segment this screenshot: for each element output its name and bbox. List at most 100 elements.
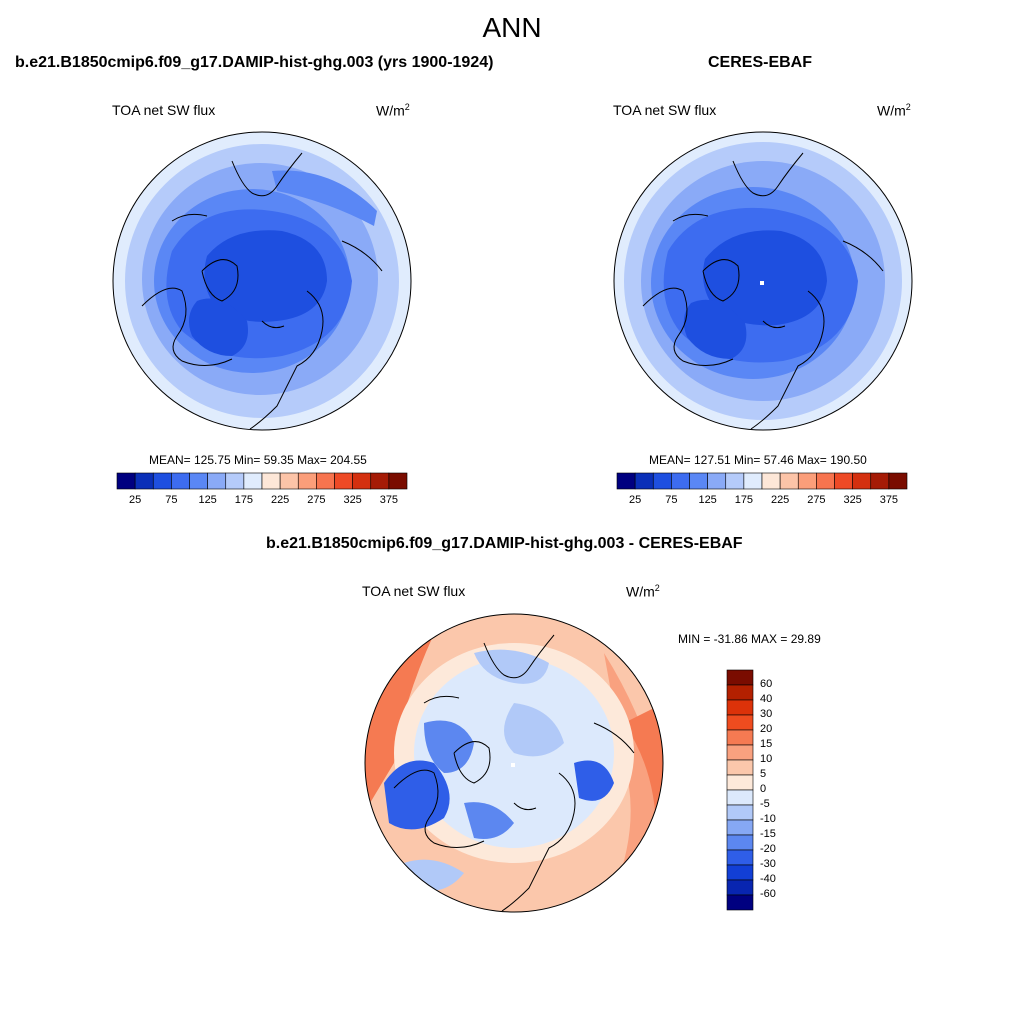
- colorbar-swatch: [726, 894, 754, 911]
- colorbar-tick-label: 175: [234, 494, 254, 506]
- colorbar-swatch: [870, 472, 890, 490]
- panel-1-stats: MEAN= 125.75 Min= 59.35 Max= 204.55: [149, 453, 367, 467]
- colorbar-tick-label: 325: [343, 494, 362, 506]
- colorbar-swatch: [189, 472, 208, 490]
- page-title: ANN: [482, 12, 542, 43]
- colorbar-tick-label: 5: [760, 768, 767, 780]
- colorbar-tick-label: 25: [629, 494, 642, 506]
- colorbar-swatch: [726, 729, 754, 746]
- colorbar-swatch: [726, 714, 754, 731]
- colorbar-swatch: [671, 472, 690, 490]
- colorbar-swatch: [388, 472, 408, 490]
- panel-2-stats: MEAN= 127.51 Min= 57.46 Max= 190.50: [649, 453, 867, 467]
- colorbar-swatch: [726, 864, 754, 881]
- colorbar-swatch: [797, 472, 817, 490]
- panel-3-colorbar-labels: 60 40 30 20 15 10 5 0 -5 -10 -15 -20 -30 -40 -60: [758, 670, 798, 910]
- panel-1-units: W/m2: [376, 102, 410, 119]
- colorbar-tick-label: 10: [760, 753, 773, 765]
- colorbar-swatch: [834, 472, 853, 490]
- colorbar-tick-label: 125: [698, 494, 717, 506]
- colorbar-swatch: [726, 699, 754, 716]
- colorbar-swatch: [297, 472, 317, 490]
- panel-3-units: W/m2: [626, 583, 660, 600]
- colorbar-tick-label: 25: [129, 494, 142, 506]
- colorbar-swatch: [726, 849, 754, 866]
- colorbar-swatch: [352, 472, 372, 490]
- panel-3-title: b.e21.B1850cmip6.f09_g17.DAMIP-hist-ghg.…: [266, 535, 743, 552]
- colorbar-tick-label: 20: [760, 723, 773, 735]
- colorbar-tick-label: 175: [734, 494, 754, 506]
- panel-1-polar-map: [112, 131, 412, 431]
- colorbar-swatch: [171, 472, 190, 490]
- colorbar-tick-label: -15: [760, 828, 776, 840]
- colorbar-swatch: [316, 472, 335, 490]
- colorbar-tick-label: 40: [760, 693, 773, 705]
- colorbar-swatch: [370, 472, 390, 490]
- colorbar-tick-label: 275: [307, 494, 326, 506]
- colorbar-swatch: [243, 472, 263, 490]
- colorbar-swatch: [726, 879, 754, 896]
- panel-2-variable-label: TOA net SW flux: [613, 102, 717, 118]
- colorbar-tick-label: 325: [843, 494, 862, 506]
- colorbar-swatch: [652, 472, 672, 490]
- colorbar-swatch: [779, 472, 799, 490]
- colorbar-swatch: [707, 472, 727, 490]
- colorbar-swatch: [152, 472, 172, 490]
- panel-3-variable-label: TOA net SW flux: [362, 583, 466, 599]
- panel-1-variable-label: TOA net SW flux: [112, 102, 216, 118]
- colorbar-tick-label: 60: [760, 678, 773, 690]
- colorbar-tick-label: -40: [760, 873, 776, 885]
- colorbar-swatch: [279, 472, 299, 490]
- colorbar-swatch: [726, 789, 754, 806]
- colorbar-swatch: [743, 472, 763, 490]
- colorbar-tick-label: 225: [270, 494, 290, 506]
- colorbar-tick-label: -5: [760, 798, 770, 810]
- panel-2-colorbar: [616, 472, 908, 490]
- colorbar-swatch: [726, 669, 754, 686]
- colorbar-swatch: [225, 472, 245, 490]
- panel-3-stats: MIN = -31.86 MAX = 29.89: [678, 632, 821, 646]
- panel-2-title: CERES-EBAF: [708, 54, 813, 71]
- colorbar-tick-label: -60: [760, 888, 776, 900]
- colorbar-tick-label: 375: [879, 494, 899, 506]
- panel-2-colorbar-labels: 25 75 125 175 225 275 325 375: [617, 494, 907, 508]
- panel-1-colorbar-labels: 25 75 125 175 225 275 325 375: [117, 494, 407, 508]
- colorbar-swatch: [726, 834, 754, 851]
- colorbar-swatch: [689, 472, 708, 490]
- colorbar-tick-label: -20: [760, 843, 776, 855]
- colorbar-swatch: [816, 472, 835, 490]
- colorbar-tick-label: 125: [198, 494, 217, 506]
- colorbar-swatch: [761, 472, 781, 490]
- colorbar-tick-label: -30: [760, 858, 776, 870]
- colorbar-swatch: [725, 472, 745, 490]
- colorbar-tick-label: -10: [760, 813, 776, 825]
- colorbar-tick-label: 30: [760, 708, 773, 720]
- colorbar-tick-label: 225: [770, 494, 790, 506]
- colorbar-tick-label: 0: [760, 783, 767, 795]
- colorbar-swatch: [888, 472, 908, 490]
- colorbar-tick-label: 75: [665, 494, 678, 506]
- colorbar-swatch: [726, 684, 754, 701]
- colorbar-swatch: [261, 472, 281, 490]
- colorbar-swatch: [726, 744, 754, 761]
- colorbar-swatch: [726, 774, 754, 791]
- panel-1-title: b.e21.B1850cmip6.f09_g17.DAMIP-hist-ghg.…: [15, 54, 494, 71]
- colorbar-swatch: [134, 472, 154, 490]
- colorbar-swatch: [726, 804, 754, 821]
- colorbar-swatch: [616, 472, 636, 490]
- colorbar-swatch: [634, 472, 654, 490]
- colorbar-swatch: [726, 819, 754, 836]
- colorbar-swatch: [334, 472, 353, 490]
- panel-3-polar-map: [364, 613, 664, 913]
- colorbar-tick-label: 375: [379, 494, 399, 506]
- colorbar-tick-label: 15: [760, 738, 773, 750]
- colorbar-tick-label: 275: [807, 494, 826, 506]
- colorbar-tick-label: 75: [165, 494, 178, 506]
- colorbar-swatch: [116, 472, 136, 490]
- colorbar-swatch: [852, 472, 872, 490]
- panel-1-colorbar: [116, 472, 408, 490]
- panel-2-units: W/m2: [877, 102, 911, 119]
- colorbar-swatch: [726, 759, 754, 776]
- panel-3-colorbar: [726, 669, 754, 911]
- colorbar-swatch: [207, 472, 227, 490]
